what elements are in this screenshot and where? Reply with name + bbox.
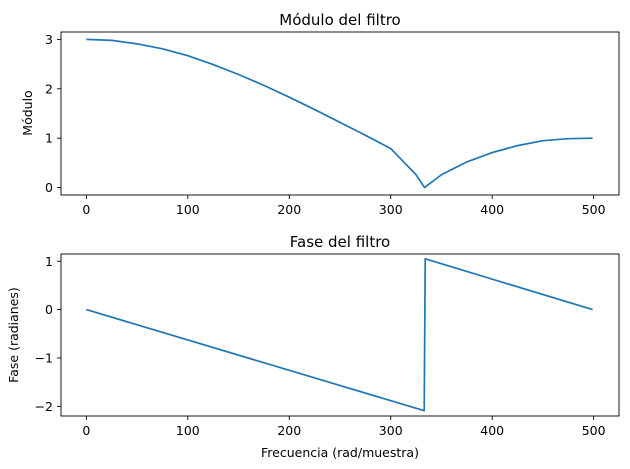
series-line-fase <box>86 257 593 412</box>
plot-frame-fase <box>60 253 620 417</box>
x-tick-label: 100 <box>176 202 200 217</box>
ticks-fase: 0 100 200 300 400 500 −2 −1 0 1 <box>35 254 606 438</box>
y-tick-label: 1 <box>45 131 53 146</box>
y-axis-label-modulo: Módulo <box>20 90 35 135</box>
x-tick-label: 300 <box>379 423 403 438</box>
y-tick-label: −1 <box>35 350 53 365</box>
x-tick-label: 400 <box>480 423 504 438</box>
x-tick-label: 400 <box>480 202 504 217</box>
chart-title-fase: Fase del filtro <box>290 233 390 251</box>
chart-title-modulo: Módulo del filtro <box>279 11 400 29</box>
y-tick-label: 0 <box>45 180 53 195</box>
subplot-modulo: Módulo del filtro Módulo 0 100 200 300 400 50… <box>20 11 620 217</box>
y-axis-label-fase: Fase (radianes) <box>6 287 21 383</box>
x-tick-label: 100 <box>176 423 200 438</box>
series-line-modulo <box>86 38 593 189</box>
ticks-modulo: 0 100 200 300 400 500 0 1 2 3 <box>45 32 606 217</box>
x-tick-label: 300 <box>379 202 403 217</box>
x-axis-label-fase: Frecuencia (rad/muestra) <box>261 445 419 460</box>
y-tick-label: 2 <box>45 81 53 96</box>
x-tick-label: 0 <box>82 202 90 217</box>
x-tick-label: 500 <box>582 202 606 217</box>
y-tick-label: 0 <box>45 302 53 317</box>
x-tick-label: 500 <box>582 423 606 438</box>
y-tick-label: −2 <box>35 399 53 414</box>
y-tick-label: 3 <box>45 32 53 47</box>
y-tick-label: 1 <box>45 254 53 269</box>
subplot-fase: Fase del filtro Fase (radianes) Frecuenc… <box>6 233 620 460</box>
x-tick-label: 0 <box>82 423 90 438</box>
x-tick-label: 200 <box>277 423 301 438</box>
plot-frame-modulo <box>60 31 620 196</box>
x-tick-label: 200 <box>277 202 301 217</box>
